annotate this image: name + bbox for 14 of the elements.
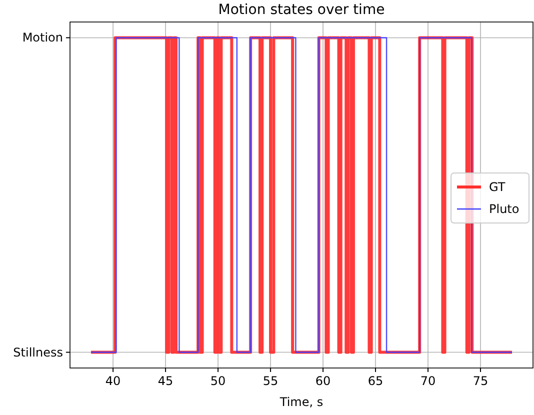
- x-tick-label: 60: [315, 374, 331, 388]
- x-axis-title: Time, s: [278, 395, 324, 409]
- x-tick-label: 70: [420, 374, 436, 388]
- legend-label: Pluto: [489, 202, 520, 216]
- chart-title: Motion states over time: [218, 2, 385, 18]
- x-tick-label: 65: [368, 374, 384, 388]
- ref-line-label: Stillness: [13, 345, 63, 360]
- x-tick-label: 40: [105, 374, 121, 388]
- legend-label: GT: [489, 180, 506, 194]
- x-tick-label: 45: [158, 374, 174, 388]
- x-tick-label: 75: [472, 374, 488, 388]
- x-tick-label: 55: [262, 374, 278, 388]
- ref-line-label: Motion: [22, 30, 63, 45]
- x-tick-label: 50: [210, 374, 226, 388]
